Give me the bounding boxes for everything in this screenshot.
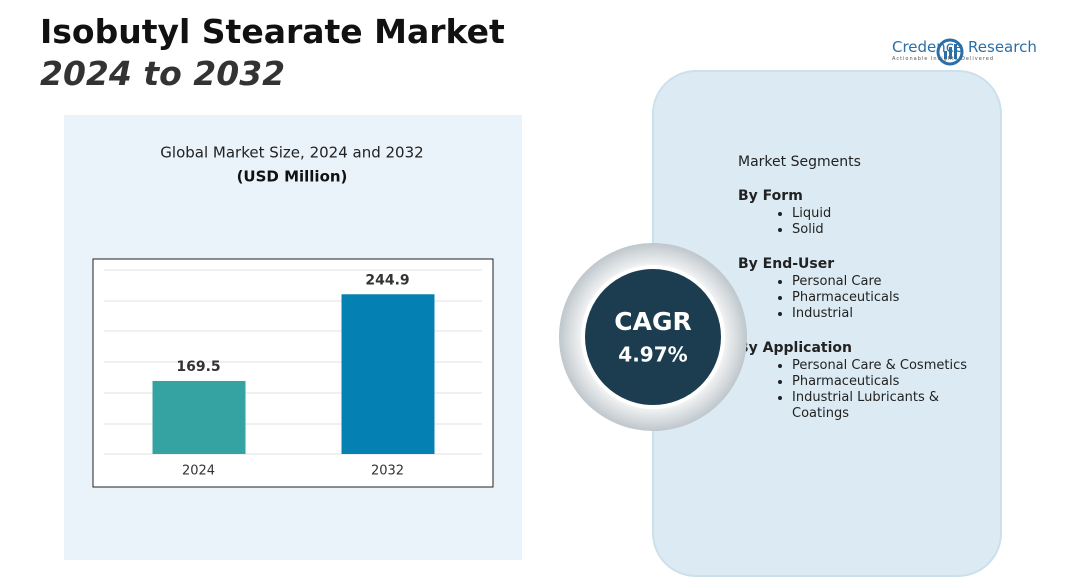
segments-title: Market Segments	[738, 154, 861, 170]
data-label: 169.5	[176, 359, 220, 375]
bar	[152, 380, 246, 454]
segment-list: LiquidSolid	[738, 206, 983, 238]
logo-name: Credence Research	[892, 38, 1037, 56]
segment-item: Pharmaceuticals	[792, 374, 983, 390]
segment-group-title: By End-User	[738, 256, 835, 272]
segment-item: Industrial	[792, 306, 983, 322]
chart-subtitle: (USD Million)	[237, 168, 348, 186]
bar	[341, 294, 435, 454]
chart: Global Market Size, 2024 and 2032 (USD M…	[92, 144, 494, 488]
cagr-circle	[581, 265, 725, 409]
segment-group-title: By Application	[738, 340, 852, 356]
logo-tagline: Actionable Insights Delivered	[892, 56, 995, 62]
x-tick-label: 2032	[371, 464, 404, 479]
subtitle: 2024 to 2032	[40, 54, 286, 93]
cagr-badge: CAGR 4.97%	[559, 243, 747, 431]
title: Isobutyl Stearate Market	[40, 12, 505, 51]
segment-item: Industrial Lubricants & Coatings	[792, 390, 983, 422]
x-tick-label: 2024	[182, 464, 215, 479]
segment-list: Personal CarePharmaceuticalsIndustrial	[738, 274, 983, 322]
segments: Market Segments By Form LiquidSolid By End…	[738, 154, 983, 422]
cagr-label: CAGR	[614, 307, 691, 336]
segment-item: Liquid	[792, 206, 983, 222]
segment-item: Personal Care & Cosmetics	[792, 358, 983, 374]
segment-group-title: By Form	[738, 188, 803, 204]
segment-list: Personal Care & CosmeticsPharmaceuticals…	[738, 358, 983, 422]
chart-title: Global Market Size, 2024 and 2032	[160, 144, 423, 162]
segment-item: Solid	[792, 222, 983, 238]
logo-icon	[936, 38, 964, 66]
cagr-value: 4.97%	[618, 343, 687, 367]
segment-item: Pharmaceuticals	[792, 290, 983, 306]
segment-item: Personal Care	[792, 274, 983, 290]
data-label: 244.9	[365, 272, 409, 288]
